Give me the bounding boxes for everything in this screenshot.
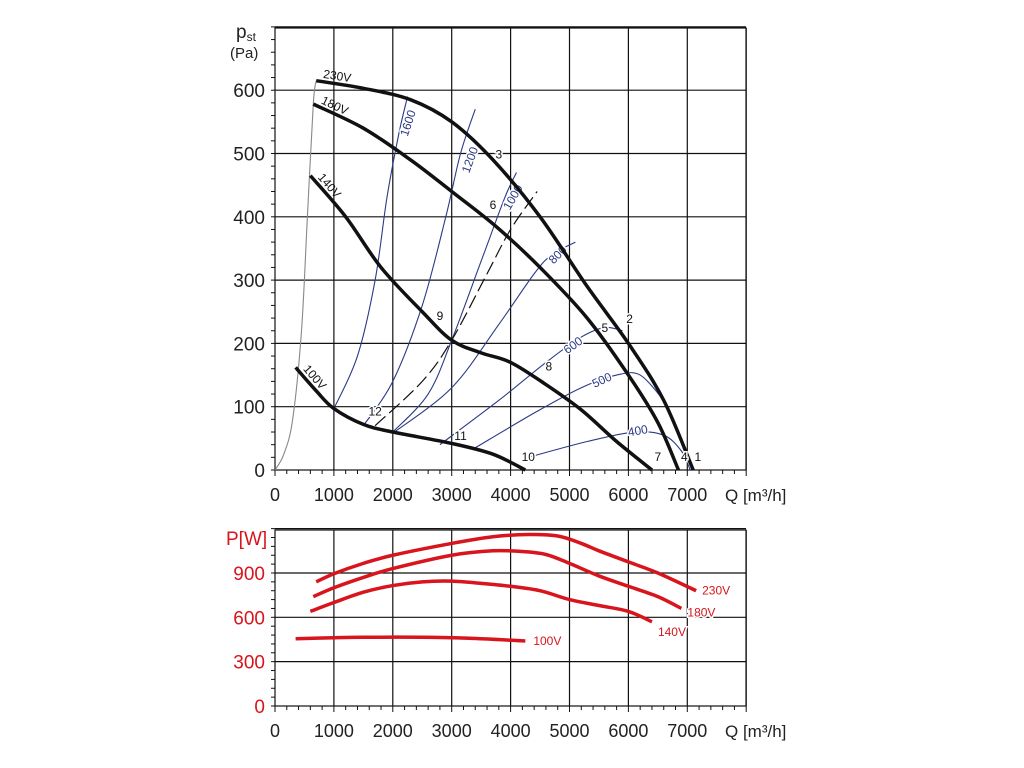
dashed-line	[374, 191, 538, 427]
top-x-tick-label: 0	[270, 485, 280, 505]
bottom-x-tick-label: 6000	[608, 721, 648, 741]
speed-label-500: 500	[590, 369, 614, 390]
top-y-tick-label: 0	[254, 461, 265, 482]
operating-point-label: 3	[495, 148, 502, 162]
bottom-y-tick-label: 900	[233, 564, 265, 585]
fan-curve-180V	[312, 102, 681, 471]
power-curve-label-180V: 180V	[687, 605, 715, 619]
bottom-xlabel: Q [m³/h]	[725, 722, 786, 741]
bottom-x-tick-label: 5000	[549, 721, 589, 741]
operating-point-label: 6	[490, 198, 497, 212]
ylabel-subscript: st	[247, 30, 257, 44]
speed-line-600	[439, 326, 623, 446]
top-x-tick-label: 6000	[608, 485, 648, 505]
bottom-x-tick-label: 0	[270, 721, 280, 741]
top-x-tick-label: 4000	[491, 485, 531, 505]
fan-curve-label-230V: 230V	[322, 67, 352, 85]
speed-line-500	[474, 372, 665, 449]
top-x-tick-label: 5000	[549, 485, 589, 505]
top-x-tick-label: 3000	[432, 485, 472, 505]
speed-line-1600	[333, 96, 409, 409]
top-x-tick-label: 7000	[667, 485, 707, 505]
speed-line-1200	[362, 109, 476, 426]
power-curve-label-140V: 140V	[658, 625, 686, 639]
power-curve-label-230V: 230V	[702, 584, 730, 598]
power-curve-label-100V: 100V	[533, 634, 561, 648]
power-curve-230V	[315, 532, 697, 593]
top-y-tick-label: 100	[233, 398, 265, 419]
fan-curve-230V	[315, 78, 695, 471]
operating-point-label: 8	[546, 360, 553, 374]
operating-point-label: 12	[368, 405, 382, 419]
speed-label-1000: 1000	[500, 182, 526, 212]
operating-point-label: 4	[681, 450, 688, 464]
speed-line-400	[528, 431, 691, 471]
top-ylabel: pst	[236, 22, 257, 44]
power-curve-100V	[295, 635, 526, 643]
top-y-tick-label: 400	[233, 208, 265, 229]
top-y-tick-label: 200	[233, 334, 265, 355]
operating-point-label: 5	[601, 321, 608, 335]
bottom-x-tick-label: 3000	[432, 721, 472, 741]
fan-curve-140V	[309, 174, 654, 472]
power-curve-140V	[309, 579, 653, 624]
power-curve-180V	[312, 548, 683, 611]
operating-point-label: 10	[522, 450, 536, 464]
speed-line-800	[392, 241, 576, 434]
operating-point-label: 2	[626, 312, 633, 326]
speed-line-1000	[392, 172, 517, 433]
bottom-ylabel: P[W]	[226, 529, 267, 550]
top-ylabel-unit: (Pa)	[230, 45, 258, 62]
top-x-tick-label: 2000	[373, 485, 413, 505]
top-y-tick-label: 300	[233, 271, 265, 292]
bottom-x-tick-label: 1000	[314, 721, 354, 741]
bottom-y-tick-label: 600	[233, 608, 265, 629]
bottom-x-tick-label: 4000	[491, 721, 531, 741]
bottom-y-tick-label: 0	[254, 697, 265, 718]
operating-point-label: 11	[454, 429, 467, 443]
operating-point-label: 9	[437, 309, 444, 323]
speed-label-1600: 1600	[397, 108, 419, 138]
fan-curve-100V	[294, 366, 527, 472]
bottom-x-tick-label: 2000	[373, 721, 413, 741]
top-y-tick-label: 500	[233, 145, 265, 166]
top-xlabel: Q [m³/h]	[725, 486, 786, 505]
top-y-tick-label: 600	[233, 81, 265, 102]
bottom-y-tick-label: 300	[233, 653, 265, 674]
operating-point-label: 1	[695, 450, 702, 464]
operating-point-label: 7	[655, 450, 662, 464]
top-x-tick-label: 1000	[314, 485, 354, 505]
speed-line-limit	[274, 80, 317, 471]
bottom-x-tick-label: 7000	[667, 721, 707, 741]
speed-label-400: 400	[627, 422, 649, 439]
